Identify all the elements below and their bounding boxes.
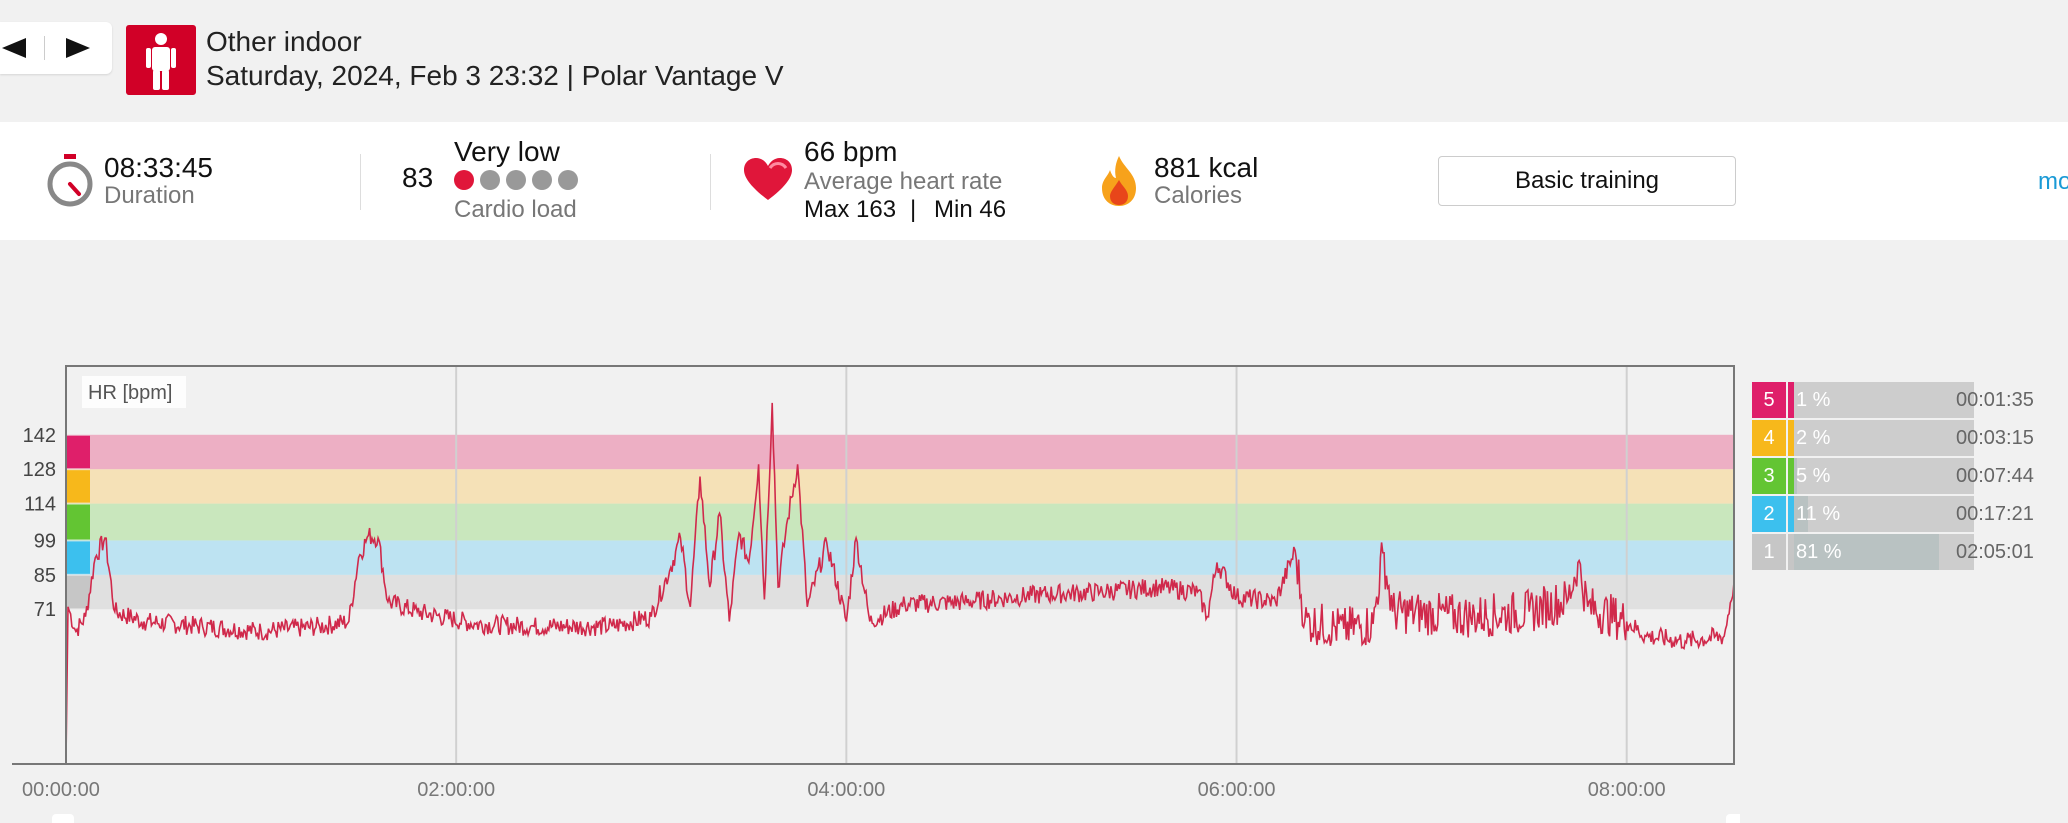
zone-marker-4 [66, 470, 90, 503]
zone-number: 3 [1752, 458, 1786, 494]
zone-time: 00:01:35 [1956, 389, 2034, 411]
zone-percent: 5 % [1796, 465, 1831, 487]
zone-bar-accent [1788, 420, 1794, 456]
zone-bar-accent [1788, 382, 1794, 418]
zone-time: 00:07:44 [1956, 465, 2034, 487]
previous-session-button[interactable] [0, 34, 30, 62]
zone-row-3: 3 5 % 00:07:44 [1752, 458, 2062, 494]
divider [360, 154, 361, 210]
hr-separator: | [910, 196, 917, 223]
calories-label: Calories [1154, 182, 1243, 209]
y-tick-label: 114 [24, 494, 56, 516]
session-navigation [0, 22, 112, 74]
y-axis-label: HR [bpm] [88, 382, 172, 404]
zone-marker-2 [66, 541, 90, 574]
cardio-load-dot [532, 170, 552, 190]
flame-icon [1102, 156, 1136, 206]
cardio-load-level: Very low [454, 136, 560, 167]
y-tick-label: 128 [23, 459, 56, 481]
duration-value: 08:33:45 [104, 152, 213, 183]
y-tick-label: 142 [23, 425, 56, 447]
zone-bar [1788, 496, 1974, 532]
zone-number: 2 [1752, 496, 1786, 532]
cardio-load-dot [480, 170, 500, 190]
cardio-load-value: 83 [402, 162, 434, 193]
zone-bar [1788, 534, 1974, 570]
next-session-button[interactable] [62, 34, 92, 62]
more-link[interactable]: mo [2038, 168, 2068, 195]
x-tick-label: 04:00:00 [807, 779, 885, 801]
arrow-right-icon [66, 38, 90, 58]
cardio-load-label: Cardio load [454, 196, 577, 223]
session-subtitle: Saturday, 2024, Feb 3 23:32 | Polar Vant… [206, 60, 784, 91]
zone-bar-accent [1788, 534, 1794, 570]
cardio-load-dot [558, 170, 578, 190]
cardio-load-dot [506, 170, 526, 190]
average-hr-value: 66 bpm [804, 136, 898, 167]
ylabel-box [82, 376, 186, 408]
stopwatch-icon [47, 154, 93, 207]
y-tick-label: 99 [34, 530, 56, 552]
zone-percent: 1 % [1796, 389, 1831, 411]
x-tick-label: 02:00:00 [417, 779, 495, 801]
x-tick-label: 06:00:00 [1198, 779, 1276, 801]
range-handle-left [52, 814, 74, 823]
zone-time: 02:05:01 [1956, 541, 2034, 563]
y-tick-label: 85 [34, 565, 56, 587]
sport-badge [126, 25, 196, 95]
zone-bar [1788, 458, 1974, 494]
hr-series-line [65, 402, 1735, 760]
heart-icon [744, 158, 792, 200]
range-handle-right [1726, 814, 1740, 823]
divider [710, 154, 711, 210]
max-hr: Max 163 [804, 196, 897, 223]
zone-band-4 [66, 469, 1734, 504]
zone-bar-fill [1788, 534, 1939, 570]
zone-marker-1 [66, 575, 90, 609]
zone-band-3 [66, 503, 1734, 541]
arrow-left-icon [2, 38, 26, 58]
zone-band-5 [66, 434, 1734, 470]
zone-time: 00:17:21 [1956, 503, 2034, 525]
zone-band-2 [66, 540, 1734, 575]
zone-bar [1788, 420, 1974, 456]
zone-time: 00:03:15 [1956, 427, 2034, 449]
zone-marker-5 [66, 435, 90, 469]
zone-row-1: 1 81 % 02:05:01 [1752, 534, 2062, 570]
average-hr-label: Average heart rate [804, 168, 1003, 195]
person-standing-icon [146, 33, 176, 90]
zone-number: 1 [1752, 534, 1786, 570]
zone-row-2: 2 11 % 00:17:21 [1752, 496, 2062, 532]
min-hr: Min 46 [934, 196, 1007, 223]
summary-band: 08:33:45 Duration 83 Very low Cardio loa… [0, 122, 2068, 240]
zone-row-4: 4 2 % 00:03:15 [1752, 420, 2062, 456]
zone-bar-accent [1788, 496, 1794, 532]
zone-percent: 2 % [1796, 427, 1831, 449]
zone-marker-3 [66, 504, 90, 540]
zone-bar-accent [1788, 458, 1794, 494]
zone-band-1 [66, 574, 1734, 610]
y-tick-label: 71 [34, 599, 56, 621]
zone-number: 5 [1752, 382, 1786, 418]
x-tick-label: 08:00:00 [1588, 779, 1666, 801]
heart-rate-chart: 00:00:00 02:00:00 04:00:00 06:00:00 08:00:00… [12, 365, 1740, 823]
sport-title: Other indoor [206, 26, 362, 57]
nav-divider [44, 36, 45, 60]
zone-percent: 11 % [1796, 503, 1841, 525]
training-type-button[interactable]: Basic training [1438, 156, 1736, 206]
zone-row-5: 5 1 % 00:01:35 [1752, 382, 2062, 418]
cardio-load-dot [454, 170, 474, 190]
calories-value: 881 kcal [1154, 152, 1259, 183]
duration-label: Duration [104, 182, 195, 209]
zone-bar [1788, 382, 1974, 418]
zone-percent: 81 % [1796, 541, 1842, 563]
x-tick-label: 00:00:00 [22, 779, 100, 801]
zone-number: 4 [1752, 420, 1786, 456]
